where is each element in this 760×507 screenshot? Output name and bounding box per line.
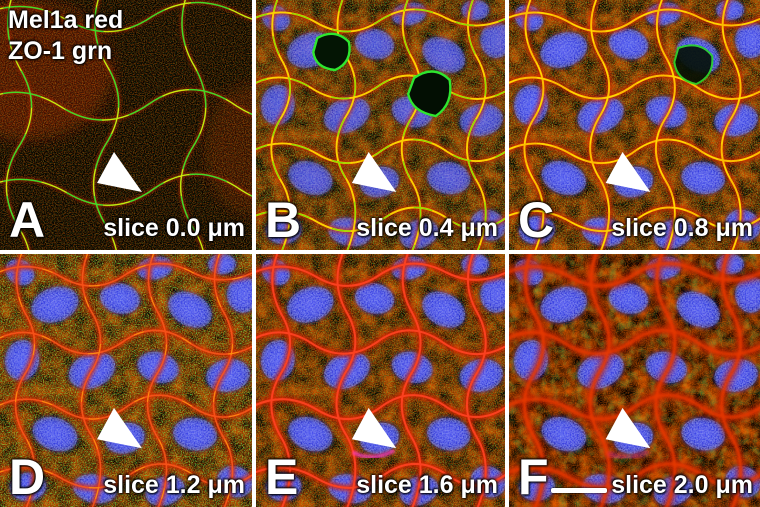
magenta-junction-segment [607,449,650,460]
panel-letter: D [9,449,46,505]
panel-c: C slice 0.8 μm [509,0,760,250]
panel-a: Mel1a red ZO-1 grn A slice 0.0 μm [0,0,252,250]
panel-letter: E [265,449,299,505]
panel-d: D slice 1.2 μm [0,254,252,507]
panel-b: B slice 0.4 μm [256,0,505,250]
panel-letter: B [265,192,302,248]
micrograph-slice-1.2 [0,254,252,507]
magenta-junction-segment [351,448,396,459]
dark-cell [312,32,351,72]
slice-depth-label: slice 2.0 μm [611,471,753,499]
slice-depth-label: slice 0.0 μm [103,214,245,242]
dark-cell [673,44,714,86]
legend-line-green: ZO-1 grn [8,37,113,65]
micrograph-slice-0.8 [509,0,760,250]
panel-letter: F [518,449,549,505]
micrograph-slice-0.4 [256,0,505,250]
stain-legend: Mel1a red ZO-1 grn [8,5,123,67]
micrograph-slice-2.0 [509,254,760,507]
panel-f: F slice 2.0 μm [509,254,760,507]
slice-depth-label: slice 0.4 μm [356,214,498,242]
dark-cell [406,70,452,118]
scale-bar [551,488,607,493]
slice-depth-label: slice 1.6 μm [356,471,498,499]
slice-depth-label: slice 1.2 μm [103,471,245,499]
panel-letter: C [518,192,555,248]
legend-line-red: Mel1a red [8,6,124,34]
micrograph-slice-1.6 [256,254,505,507]
panel-letter: A [9,192,46,248]
micrograph-slice-0.0 [0,0,252,250]
slice-depth-label: slice 0.8 μm [611,214,753,242]
panel-e: E slice 1.6 μm [256,254,505,507]
